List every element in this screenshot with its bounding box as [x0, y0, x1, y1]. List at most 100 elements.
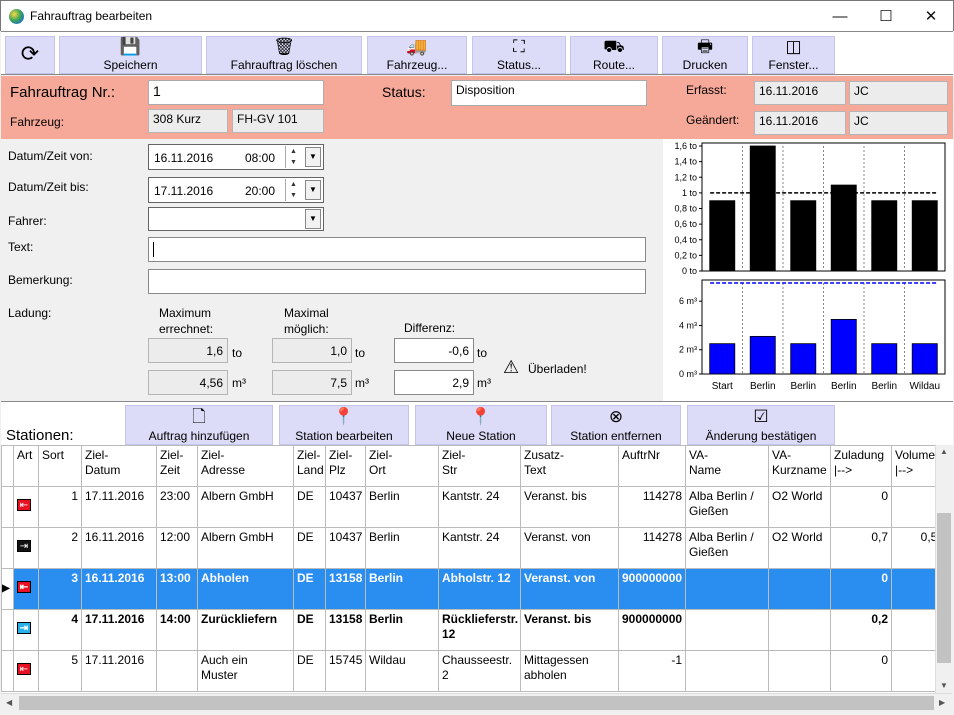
save-button[interactable]: 💾 Speichern [59, 36, 202, 74]
cell-zuladung[interactable]: 0 [830, 486, 892, 528]
cell-auftr[interactable]: -1 [618, 650, 686, 692]
cell-auftr[interactable]: 114278 [618, 486, 686, 528]
scroll-down-icon[interactable]: ▼ [940, 681, 948, 690]
route-button[interactable]: ⛟ Route... [570, 36, 658, 74]
column-header[interactable]: Ziel- Ort [365, 445, 439, 487]
cell-zuladung[interactable]: 0,2 [830, 609, 892, 651]
to-datetime-picker[interactable]: 17.11.2016 20:00 ▲ ▼ ▼ [148, 177, 324, 203]
remove-station-button[interactable]: ⊗ Station entfernen [551, 405, 681, 445]
cell-volumen[interactable]: 0 [891, 568, 935, 610]
column-header[interactable]: VA- Name [685, 445, 769, 487]
column-header[interactable]: Ziel- Datum [81, 445, 157, 487]
cell-ort[interactable]: Berlin [365, 486, 439, 528]
column-header[interactable]: VA- Kurzname [768, 445, 831, 487]
cell-zusatz[interactable]: Mittagessen abholen [520, 650, 619, 692]
cell-plz[interactable]: 10437 [325, 486, 366, 528]
cell-vakurz[interactable] [768, 609, 831, 651]
cell-adresse[interactable]: Abholen [197, 568, 294, 610]
cell-str[interactable]: Chausseestr. 2 [438, 650, 521, 692]
cell-ort[interactable]: Berlin [365, 527, 439, 569]
scroll-up-icon[interactable]: ▲ [940, 447, 948, 456]
column-header[interactable]: Zuladung |--> [830, 445, 892, 487]
cell-vakurz[interactable] [768, 568, 831, 610]
cell-volumen[interactable]: 0 [891, 486, 935, 528]
delete-order-button[interactable]: 🗑 Fahrauftrag löschen [206, 36, 362, 74]
cell-plz[interactable]: 15745 [325, 650, 366, 692]
cell-vaname[interactable] [685, 568, 769, 610]
cell-art[interactable]: ⇤ [13, 650, 39, 692]
vehicle-button[interactable]: 🚚 Fahrzeug... [367, 36, 467, 74]
cell-art[interactable]: ⇥ [13, 609, 39, 651]
cell-land[interactable]: DE [293, 568, 326, 610]
cell-ort[interactable]: Berlin [365, 568, 439, 610]
to-dropdown-icon[interactable]: ▼ [305, 180, 321, 200]
cell-volumen[interactable]: 2 [891, 609, 935, 651]
table-row[interactable]: ⇥ 4 17.11.2016 14:00 Zurückliefern DE 13158 Ber… [1, 609, 935, 651]
cell-str[interactable]: Rücklieferstr. 12 [438, 609, 521, 651]
cell-art[interactable]: ⇤ [13, 486, 39, 528]
table-row[interactable]: ▶ ⇤ 3 16.11.2016 13:00 Abholen DE 13158 Berlin Ab… [1, 568, 935, 610]
cell-str[interactable]: Abholstr. 12 [438, 568, 521, 610]
cell-vaname[interactable] [685, 650, 769, 692]
row-indicator[interactable] [1, 650, 14, 692]
column-header[interactable]: Ziel- Zeit [156, 445, 198, 487]
column-header[interactable]: Sort [38, 445, 82, 487]
add-order-button[interactable]: 🗋 Auftrag hinzufügen [125, 405, 273, 445]
cell-zusatz[interactable]: Veranst. von [520, 568, 619, 610]
column-header[interactable]: Ziel- Adresse [197, 445, 294, 487]
cell-vaname[interactable] [685, 609, 769, 651]
row-indicator[interactable] [1, 609, 14, 651]
from-datetime-picker[interactable]: 16.11.2016 08:00 ▲ ▼ ▼ [148, 144, 324, 170]
cell-str[interactable]: Kantstr. 24 [438, 486, 521, 528]
cell-zeit[interactable]: 23:00 [156, 486, 198, 528]
cell-volumen[interactable]: 0 [891, 650, 935, 692]
print-button[interactable]: 🖶 Drucken [662, 36, 748, 74]
horizontal-scroll-thumb[interactable] [19, 696, 934, 710]
cell-plz[interactable]: 13158 [325, 609, 366, 651]
horizontal-scrollbar[interactable]: ◀ ▶ [1, 693, 952, 712]
edit-station-button[interactable]: 📍 Station bearbeiten [279, 405, 409, 445]
cell-land[interactable]: DE [293, 527, 326, 569]
row-indicator[interactable] [1, 486, 14, 528]
new-station-button[interactable]: 📍 Neue Station [415, 405, 547, 445]
status-button[interactable]: ⛶ Status... [472, 36, 566, 74]
column-header[interactable]: AuftrNr [618, 445, 686, 487]
cell-datum[interactable]: 16.11.2016 [81, 527, 157, 569]
column-header[interactable]: Ziel- Land [293, 445, 326, 487]
table-row[interactable]: ⇤ 5 17.11.2016 Auch ein Muster DE 15745 Wildau… [1, 650, 935, 692]
cell-plz[interactable]: 13158 [325, 568, 366, 610]
row-indicator[interactable] [1, 527, 14, 569]
vertical-scroll-thumb[interactable] [937, 513, 951, 663]
cell-datum[interactable]: 17.11.2016 [81, 650, 157, 692]
cell-str[interactable]: Kantstr. 24 [438, 527, 521, 569]
cell-auftr[interactable]: 114278 [618, 527, 686, 569]
cell-adresse[interactable]: Albern GmbH [197, 486, 294, 528]
column-header[interactable]: Art [13, 445, 39, 487]
scroll-left-icon[interactable]: ◀ [6, 698, 13, 707]
cell-vaname[interactable]: Alba Berlin / Gießen [685, 486, 769, 528]
cell-zeit[interactable]: 13:00 [156, 568, 198, 610]
cell-zeit[interactable]: 14:00 [156, 609, 198, 651]
window-button[interactable]: ◫ Fenster... [752, 36, 835, 74]
cell-adresse[interactable]: Albern GmbH [197, 527, 294, 569]
cell-ort[interactable]: Wildau [365, 650, 439, 692]
from-spin-icon[interactable]: ▲ ▼ [285, 146, 301, 168]
scroll-right-icon[interactable]: ▶ [939, 698, 946, 707]
driver-dropdown-icon[interactable]: ▼ [305, 209, 321, 229]
text-input[interactable] [148, 237, 646, 262]
cell-art[interactable]: ⇤ [13, 568, 39, 610]
cell-zuladung[interactable]: 0 [830, 650, 892, 692]
cell-sort[interactable]: 2 [38, 527, 82, 569]
column-header[interactable]: Ziel- Plz [325, 445, 366, 487]
cell-adresse[interactable]: Zurückliefern [197, 609, 294, 651]
cell-land[interactable]: DE [293, 650, 326, 692]
column-header[interactable]: Ziel- Str [438, 445, 521, 487]
cell-plz[interactable]: 10437 [325, 527, 366, 569]
column-header[interactable]: Zusatz- Text [520, 445, 619, 487]
cell-vaname[interactable]: Alba Berlin / Gießen [685, 527, 769, 569]
cell-datum[interactable]: 17.11.2016 [81, 609, 157, 651]
vertical-scrollbar[interactable]: ▲ ▼ [935, 445, 952, 693]
cell-zusatz[interactable]: Veranst. bis [520, 609, 619, 651]
table-row[interactable]: ⇥ 2 16.11.2016 12:00 Albern GmbH DE 10437 Berli… [1, 527, 935, 569]
to-spin-icon[interactable]: ▲ ▼ [285, 179, 301, 201]
